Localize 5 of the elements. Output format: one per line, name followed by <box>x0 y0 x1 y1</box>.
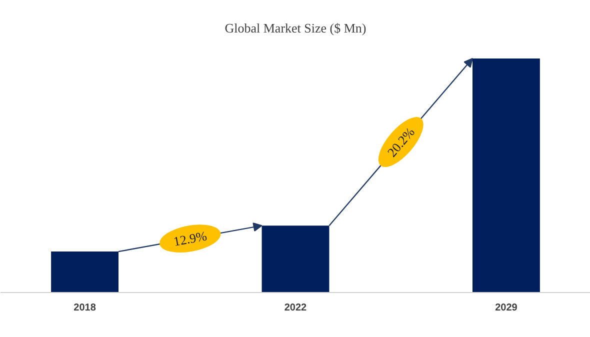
x-tick-label: 2022 <box>284 302 308 314</box>
x-tick-label: 2029 <box>495 302 518 314</box>
annotation: 12.9% <box>172 228 208 249</box>
chart-title: Global Market Size ($ Mn) <box>224 20 366 36</box>
x-tick-label: 2018 <box>74 302 96 314</box>
